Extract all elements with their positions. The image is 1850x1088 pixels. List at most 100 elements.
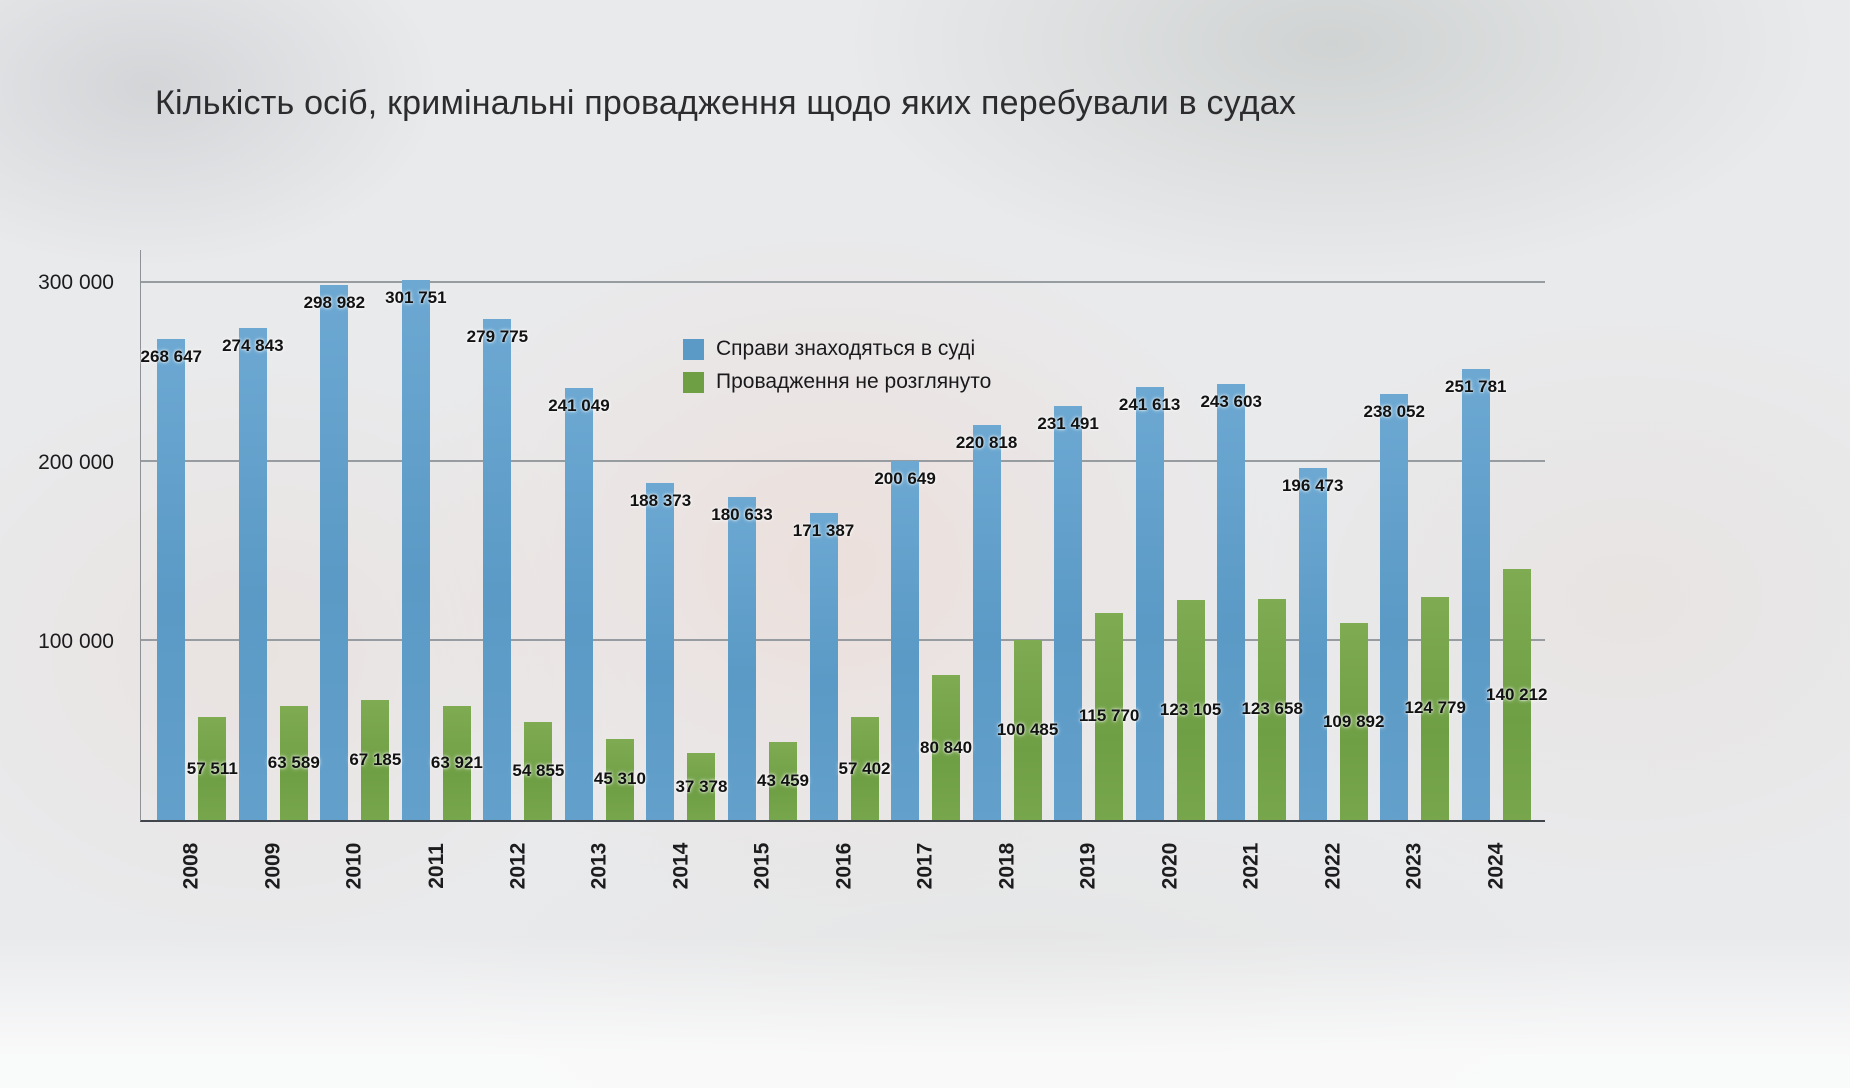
value-label: 63 921 (430, 752, 483, 772)
bar-not-considered-2010: 67 185 (349, 699, 401, 820)
value-label: 45 310 (593, 769, 646, 789)
x-tick-2019: 2019 (1048, 820, 1130, 912)
bar-cases-in-court-2011: 301 751 (385, 279, 447, 820)
bar-group-2008: 268 647 57 511 (141, 250, 238, 820)
value-label: 241 049 (548, 396, 610, 416)
x-tick-2015: 2015 (722, 820, 804, 912)
bar-cases-in-court-2013: 241 049 (548, 388, 610, 820)
y-axis-tick-labels: 100 000 200 000 300 000 (0, 250, 128, 822)
x-tick-label: 2008 (179, 842, 203, 890)
bar-group-2013: 241 049 45 310 (548, 250, 646, 820)
value-label: 80 840 (920, 737, 973, 757)
bar-group-2021: 243 603 123 658 (1200, 250, 1303, 820)
value-label: 268 647 (140, 347, 202, 367)
bar-not-considered-2020: 123 105 (1160, 599, 1221, 820)
bar-group-2018: 220 818 100 485 (956, 250, 1058, 820)
value-label: 241 613 (1118, 395, 1181, 415)
bar-cases-in-court-2008: 268 647 (141, 339, 202, 820)
x-tick-2014: 2014 (640, 820, 722, 912)
legend: Справи знаходяться в суді Провадження не… (683, 337, 991, 394)
bar-not-considered-2009: 63 589 (268, 706, 320, 820)
x-tick-label: 2013 (587, 842, 611, 890)
x-tick-label: 2015 (750, 842, 774, 890)
value-label: 298 982 (303, 292, 366, 312)
bar-group-2017: 200 649 80 840 (874, 250, 972, 820)
legend-label: Провадження не розглянуто (716, 370, 992, 393)
value-label: 196 473 (1281, 476, 1344, 496)
x-axis-tick-labels: 2008 2009 2010 2011 2012 2013 2014 2015 2016 2017… (141, 820, 1545, 912)
bars-container: 268 647 57 511 274 843 63 589 298 982 67 185 3… (141, 250, 1548, 820)
value-label: 140 212 (1486, 684, 1548, 704)
value-label: 171 387 (792, 521, 855, 541)
bar-not-considered-2012: 54 855 (512, 721, 564, 820)
legend-label: Справи знаходяться в суді (716, 337, 976, 360)
bar-cases-in-court-2010: 298 982 (304, 284, 365, 820)
value-label: 43 459 (756, 771, 809, 791)
y-tick-label: 300 000 (38, 271, 114, 295)
value-label: 274 843 (222, 335, 284, 355)
x-tick-label: 2024 (1484, 842, 1508, 890)
gridline (141, 460, 1545, 462)
bar-group-2022: 196 473 109 892 (1282, 250, 1384, 820)
bar-group-2009: 274 843 63 589 (222, 250, 320, 820)
value-label: 231 491 (1037, 413, 1099, 433)
bar-cases-in-court-2016: 171 387 (793, 513, 854, 820)
x-tick-label: 2018 (995, 842, 1019, 890)
bar-cases-in-court-2024: 251 781 (1445, 369, 1506, 820)
bar-not-considered-2019: 115 770 (1079, 612, 1139, 820)
value-label: 200 649 (874, 468, 936, 488)
value-label: 109 892 (1322, 711, 1385, 731)
x-tick-label: 2016 (832, 842, 856, 890)
value-label: 243 603 (1200, 391, 1262, 411)
value-label: 123 105 (1159, 699, 1222, 719)
bar-cases-in-court-2023: 238 052 (1364, 393, 1425, 820)
value-label: 123 658 (1241, 699, 1303, 719)
bar-cases-in-court-2019: 231 491 (1037, 405, 1099, 820)
chart-title: Кількість осіб, кримінальні провадження … (155, 84, 1297, 122)
x-tick-2013: 2013 (559, 820, 641, 912)
x-tick-label: 2012 (505, 842, 529, 890)
bar-cases-in-court-2015: 180 633 (711, 496, 773, 820)
bar-cases-in-court-2020: 241 613 (1119, 387, 1180, 820)
legend-swatch-blue (683, 338, 704, 360)
x-tick-2009: 2009 (233, 820, 315, 912)
bar-group-2012: 279 775 54 855 (467, 250, 564, 820)
value-label: 301 751 (385, 287, 447, 307)
bar-group-2010: 298 982 67 185 (304, 250, 401, 820)
x-tick-label: 2011 (424, 843, 448, 889)
value-label: 54 855 (512, 760, 565, 780)
value-label: 188 373 (629, 490, 692, 510)
bar-cases-in-court-2009: 274 843 (222, 327, 284, 820)
x-tick-label: 2023 (1402, 842, 1426, 890)
legend-item-not-considered: Провадження не розглянуто (683, 370, 991, 394)
value-label: 251 781 (1445, 377, 1507, 397)
x-tick-2011: 2011 (396, 820, 478, 912)
x-tick-2008: 2008 (151, 820, 233, 912)
bar-group-2019: 231 491 115 770 (1037, 250, 1139, 820)
value-label: 279 775 (466, 327, 529, 347)
bar-group-2016: 171 387 57 402 (793, 250, 891, 820)
gridline (141, 281, 1545, 283)
bar-not-considered-2017: 80 840 (920, 675, 972, 820)
x-tick-label: 2009 (261, 842, 285, 890)
bar-not-considered-2021: 123 658 (1241, 598, 1303, 820)
bar-not-considered-2014: 37 378 (675, 753, 727, 820)
bar-cases-in-court-2021: 243 603 (1200, 383, 1262, 820)
y-tick-label: 100 000 (38, 630, 114, 654)
bar-cases-in-court-2012: 279 775 (467, 319, 528, 820)
x-tick-2021: 2021 (1211, 820, 1293, 912)
bar-group-2020: 241 613 123 105 (1119, 250, 1221, 820)
x-tick-label: 2020 (1158, 842, 1182, 890)
x-tick-label: 2010 (342, 842, 366, 890)
value-label: 100 485 (996, 720, 1059, 740)
x-tick-2023: 2023 (1374, 820, 1456, 912)
bar-cases-in-court-2022: 196 473 (1282, 468, 1343, 820)
bar-not-considered-2013: 45 310 (594, 738, 646, 820)
value-label: 124 779 (1404, 698, 1466, 718)
plot-area: 268 647 57 511 274 843 63 589 298 982 67 185 3… (140, 250, 1548, 889)
x-tick-label: 2021 (1239, 842, 1263, 890)
bar-not-considered-2015: 43 459 (757, 742, 809, 820)
x-tick-2018: 2018 (966, 820, 1048, 912)
gridline (141, 639, 1545, 641)
